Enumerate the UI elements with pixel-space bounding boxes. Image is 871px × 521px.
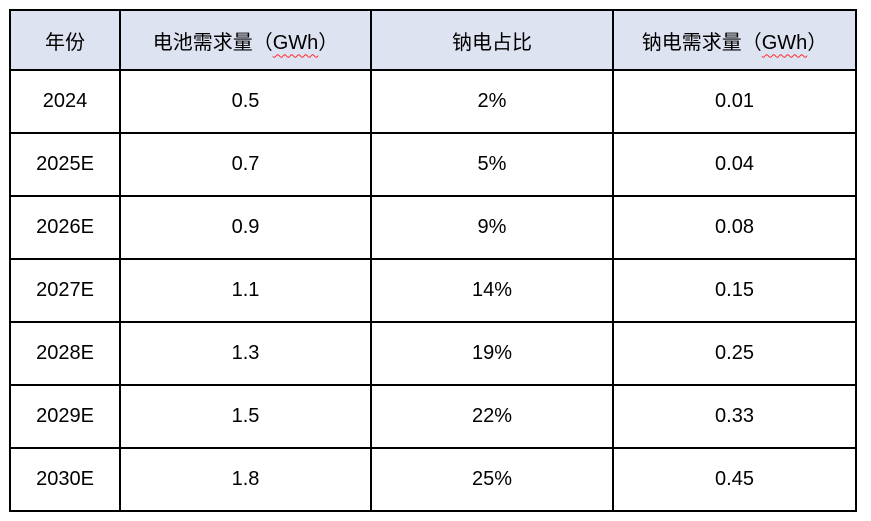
column-header-sodium-share-label: 钠电占比 (452, 31, 532, 54)
column-header-year: 年份 (9, 9, 121, 71)
column-header-sodium-demand-suffix: ） (807, 31, 828, 54)
table-row-2024: 2024 0.5 2% 0.01 (9, 69, 857, 134)
cell-sodium-share: 5% (370, 132, 614, 197)
cell-year: 2024 (9, 69, 121, 134)
cell-battery-demand: 0.7 (119, 132, 372, 197)
table-row-2025e: 2025E 0.7 5% 0.04 (9, 132, 857, 197)
cell-battery-demand: 1.1 (119, 258, 372, 323)
cell-battery-demand: 0.9 (119, 195, 372, 260)
sodium-battery-forecast-table: 年份 电池需求量（GWh） 钠电占比 钠电需求量（GWh） 2024 0.5 2… (9, 9, 857, 512)
column-header-sodium-share: 钠电占比 (370, 9, 614, 71)
header-row: 年份 电池需求量（GWh） 钠电占比 钠电需求量（GWh） (9, 9, 857, 71)
cell-sodium-share: 14% (370, 258, 614, 323)
cell-battery-demand: 0.5 (119, 69, 372, 134)
column-header-sodium-demand-label: 钠电需求量（ (641, 31, 762, 54)
table-row-2028e: 2028E 1.3 19% 0.25 (9, 321, 857, 386)
table-body: 2024 0.5 2% 0.01 2025E 0.7 5% 0.04 2026E… (9, 69, 857, 512)
column-header-battery-demand-suffix: ） (318, 31, 339, 54)
cell-sodium-demand: 0.01 (612, 69, 857, 134)
cell-year: 2027E (9, 258, 121, 323)
spellcheck-underline-text: GWh (272, 31, 319, 54)
cell-year: 2025E (9, 132, 121, 197)
spellcheck-underline-text: GWh (761, 31, 808, 54)
cell-sodium-share: 2% (370, 69, 614, 134)
cell-year: 2026E (9, 195, 121, 260)
cell-year: 2028E (9, 321, 121, 386)
cell-sodium-share: 25% (370, 447, 614, 512)
table-row-2027e: 2027E 1.1 14% 0.15 (9, 258, 857, 323)
column-header-battery-demand: 电池需求量（GWh） (119, 9, 372, 71)
cell-sodium-share: 19% (370, 321, 614, 386)
column-header-sodium-demand: 钠电需求量（GWh） (612, 9, 857, 71)
column-header-year-label: 年份 (45, 31, 85, 54)
cell-battery-demand: 1.8 (119, 447, 372, 512)
cell-sodium-share: 22% (370, 384, 614, 449)
table-header: 年份 电池需求量（GWh） 钠电占比 钠电需求量（GWh） (9, 9, 857, 71)
cell-sodium-demand: 0.15 (612, 258, 857, 323)
table-row-2030e: 2030E 1.8 25% 0.45 (9, 447, 857, 512)
cell-sodium-share: 9% (370, 195, 614, 260)
cell-sodium-demand: 0.33 (612, 384, 857, 449)
cell-sodium-demand: 0.45 (612, 447, 857, 512)
cell-battery-demand: 1.5 (119, 384, 372, 449)
cell-year: 2030E (9, 447, 121, 512)
cell-sodium-demand: 0.04 (612, 132, 857, 197)
table-row-2029e: 2029E 1.5 22% 0.33 (9, 384, 857, 449)
cell-year: 2029E (9, 384, 121, 449)
cell-sodium-demand: 0.25 (612, 321, 857, 386)
table-row-2026e: 2026E 0.9 9% 0.08 (9, 195, 857, 260)
cell-sodium-demand: 0.08 (612, 195, 857, 260)
column-header-battery-demand-label: 电池需求量（ (152, 31, 273, 54)
cell-battery-demand: 1.3 (119, 321, 372, 386)
